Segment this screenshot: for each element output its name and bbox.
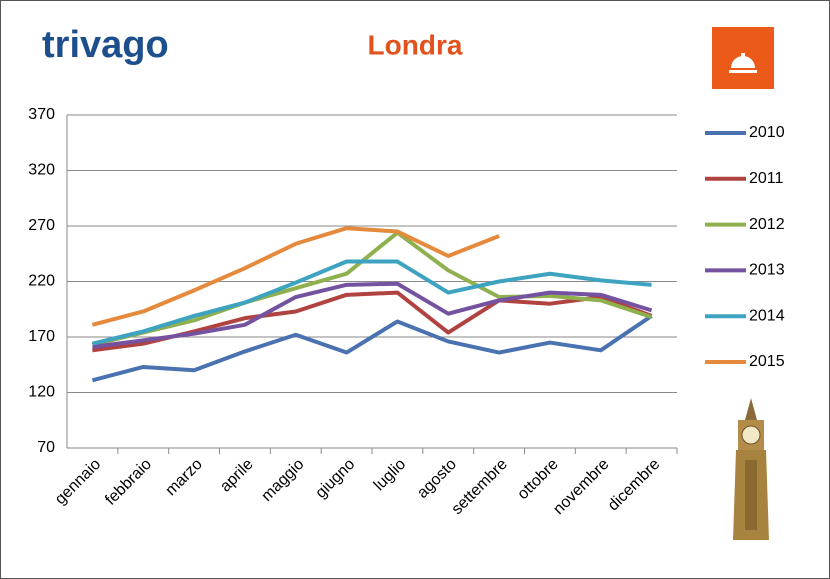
bell-icon [712,27,774,89]
y-tick-label: 170 [28,328,55,345]
y-tick-label: 320 [28,162,55,179]
y-tick-label: 270 [28,217,55,234]
series-line [92,281,653,349]
series-line [91,230,653,347]
chart-title: Londra [368,29,463,60]
legend-label: 2013 [749,262,785,279]
y-tick-label: 220 [28,273,55,290]
series-line [91,259,652,346]
legend-label: 2014 [749,307,785,324]
y-tick-label: 370 [28,106,55,123]
y-tick-label: 70 [37,439,55,456]
series-line [91,314,653,383]
legend-label: 2010 [749,124,785,141]
legend-label: 2015 [749,353,785,370]
big-ben-icon [733,398,769,540]
logo: trivago [42,24,169,66]
series-line [91,226,500,327]
legend-label: 2012 [749,216,785,233]
legend-label: 2011 [749,170,784,187]
y-tick-label: 120 [28,384,55,401]
